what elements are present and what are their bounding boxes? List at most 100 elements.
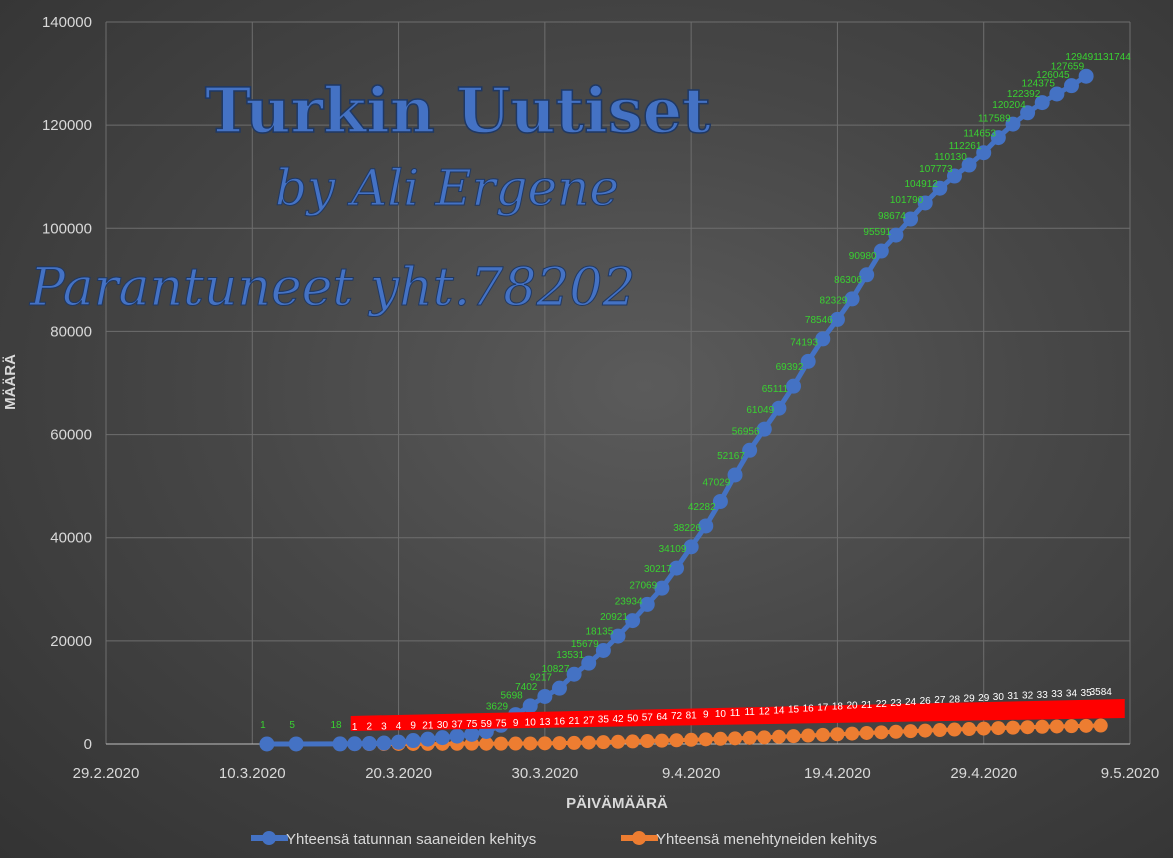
data-label-deaths: 42 (612, 714, 624, 725)
data-point-deaths (654, 733, 669, 748)
data-point-deaths (611, 734, 625, 749)
data-point-cases (537, 688, 553, 704)
data-point-deaths (508, 736, 523, 751)
data-point-cases (610, 628, 626, 644)
data-label-deaths: 22 (876, 699, 888, 710)
data-label-deaths: 35 (1081, 688, 1093, 699)
data-point-cases (786, 378, 802, 394)
data-label-cases: 104912 (905, 179, 939, 190)
legend-marker-cases (262, 831, 276, 845)
data-point-deaths (1035, 719, 1050, 734)
data-point-deaths (640, 734, 655, 749)
data-label-deaths: 16 (803, 704, 815, 715)
data-point-deaths (859, 725, 874, 740)
data-label-deaths: 9 (410, 721, 416, 732)
data-point-cases (903, 211, 919, 227)
data-point-cases (391, 734, 407, 750)
data-point-deaths (537, 736, 552, 751)
data-point-cases (1063, 78, 1079, 94)
data-label-deaths: 21 (861, 700, 873, 711)
data-point-cases (873, 243, 889, 259)
data-point-deaths (669, 733, 684, 748)
data-point-deaths (596, 735, 611, 750)
data-point-deaths (918, 723, 933, 738)
data-point-cases (625, 613, 641, 629)
watermark-title: Turkin Uutiset (205, 74, 711, 147)
data-label-deaths: 50 (627, 713, 639, 724)
data-point-cases (288, 736, 304, 752)
y-axis-title: MÄÄRÄ (2, 354, 19, 410)
data-point-deaths (786, 729, 801, 744)
x-tick-label: 29.2.2020 (73, 765, 140, 782)
data-point-deaths (962, 722, 977, 737)
data-label-deaths: 15 (788, 705, 800, 716)
data-label-cases: 112261 (949, 141, 982, 152)
data-point-deaths (1079, 718, 1094, 733)
data-label-deaths: 27 (583, 715, 595, 726)
data-point-cases (449, 728, 465, 744)
data-point-deaths (815, 727, 830, 742)
legend-item-cases: Yhteensä tatunnan saaneiden kehitys (251, 831, 536, 848)
data-label-deaths: 33 (1051, 689, 1063, 700)
data-label-deaths: 11 (744, 707, 755, 718)
data-label-cases: 7402 (515, 682, 538, 693)
data-point-cases (800, 353, 816, 369)
data-label-cases: 3629 (486, 701, 509, 712)
data-point-cases (347, 736, 363, 752)
data-label-deaths: 21 (569, 716, 581, 727)
data-label-cases: 18135 (585, 626, 613, 637)
data-label-deaths: 1 (352, 722, 358, 733)
data-label-cases: 95591 (863, 227, 891, 238)
data-label-cases: 34109 (659, 544, 687, 555)
data-label-deaths: 17 (817, 703, 829, 714)
data-label-cases: 5 (289, 720, 295, 731)
data-label-cases-last: 131744 (1097, 52, 1131, 63)
data-label-deaths: 72 (671, 711, 683, 722)
data-label-cases: 56956 (732, 426, 760, 437)
data-point-deaths (801, 728, 816, 743)
data-point-cases (976, 145, 992, 161)
legend-item-deaths: Yhteensä menehtyneiden kehitys (621, 831, 877, 848)
data-point-deaths (976, 721, 991, 736)
x-tick-label: 9.5.2020 (1101, 765, 1159, 782)
data-label-deaths: 30 (993, 692, 1005, 703)
data-label-deaths: 29 (978, 693, 990, 704)
data-label-deaths: 26 (920, 696, 932, 707)
data-label-deaths: 20 (846, 701, 858, 712)
data-point-cases (669, 560, 685, 576)
y-axis-ticks: 0 20000 40000 60000 80000 100000 120000 140000 (42, 14, 92, 753)
data-label-cases: 42282 (688, 502, 716, 513)
data-point-cases (361, 735, 377, 751)
data-point-cases (420, 731, 436, 747)
data-point-cases (829, 311, 845, 327)
data-label-cases: 101790 (890, 195, 924, 206)
data-label-cases: 30217 (644, 564, 672, 575)
data-label-deaths: 31 (1007, 691, 1019, 702)
data-label-cases: 117589 (978, 114, 1011, 125)
data-point-cases (917, 195, 933, 211)
data-label-cases: 61049 (746, 405, 774, 416)
data-label-deaths: 3 (381, 721, 387, 732)
data-point-deaths (684, 732, 699, 747)
data-point-cases (771, 400, 787, 416)
data-point-cases (756, 421, 772, 437)
data-label-cases: 9217 (530, 672, 553, 683)
data-point-deaths (728, 731, 743, 746)
data-point-cases (1020, 105, 1036, 121)
data-label-deaths: 29 (964, 694, 976, 705)
legend-label-deaths: Yhteensä menehtyneiden kehitys (656, 831, 877, 848)
data-point-deaths (479, 736, 494, 751)
data-point-cases (434, 730, 450, 746)
data-label-cases: 90980 (849, 251, 877, 262)
data-label-cases: 124375 (1022, 79, 1056, 90)
data-point-cases (1078, 68, 1094, 84)
data-label-cases: 69392 (776, 362, 804, 373)
data-label-cases: 20921 (600, 612, 628, 623)
x-tick-label: 9.4.2020 (662, 765, 720, 782)
data-point-deaths (1005, 720, 1020, 735)
data-point-cases (376, 735, 392, 751)
y-tick-label: 0 (84, 736, 92, 753)
watermark-byline: by Ali Ergene (275, 159, 619, 217)
data-label-deaths: 9 (703, 710, 709, 721)
